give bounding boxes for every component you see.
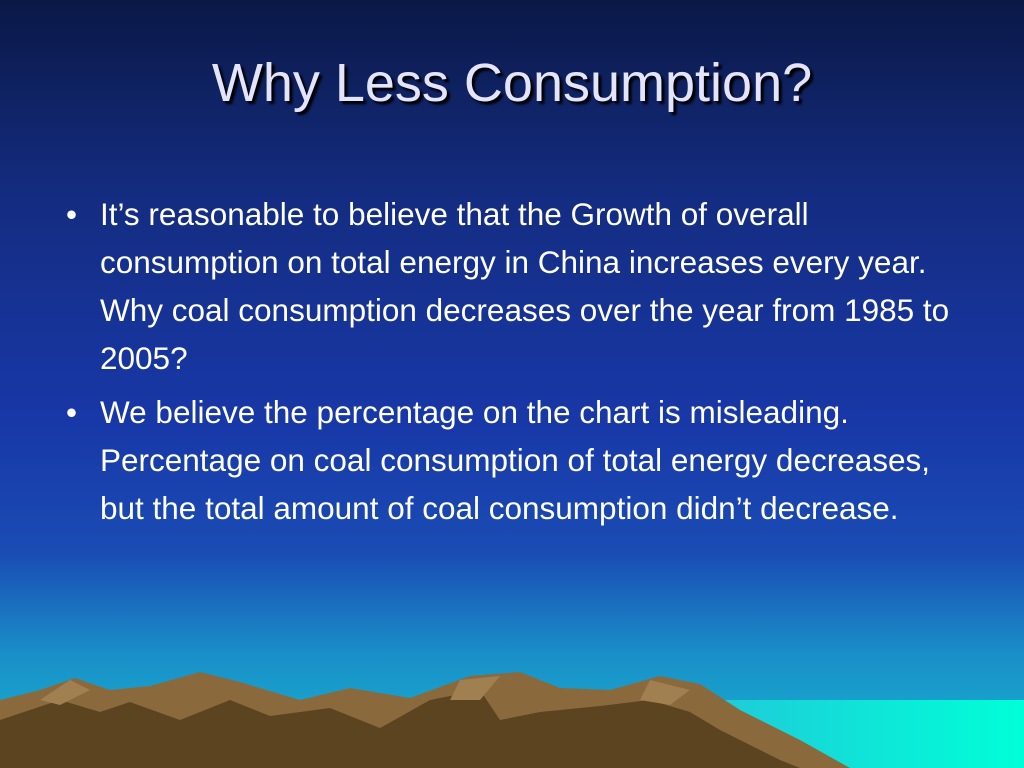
- bullet: We believe the percentage on the chart i…: [60, 388, 960, 532]
- slide-title: Why Less Consumption?: [211, 53, 813, 113]
- bullet: It’s reasonable to believe that the Grow…: [60, 190, 960, 382]
- bullet-list: It’s reasonable to believe that the Grow…: [60, 190, 960, 538]
